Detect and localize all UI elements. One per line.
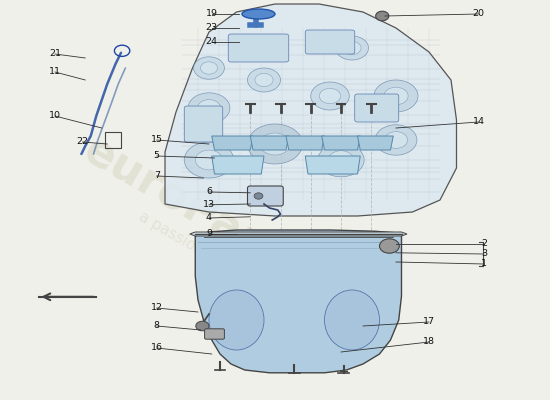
Circle shape	[248, 68, 280, 92]
Text: 21: 21	[49, 50, 61, 58]
Circle shape	[336, 36, 368, 60]
Text: 8: 8	[154, 322, 160, 330]
Text: 13: 13	[203, 200, 215, 209]
Circle shape	[248, 124, 302, 164]
Circle shape	[201, 62, 217, 74]
Circle shape	[184, 142, 234, 178]
Circle shape	[255, 73, 273, 87]
Circle shape	[375, 125, 417, 155]
Circle shape	[260, 133, 290, 155]
FancyBboxPatch shape	[184, 106, 223, 142]
Text: a passion since 1985: a passion since 1985	[136, 209, 282, 303]
Text: 7: 7	[154, 172, 160, 180]
Circle shape	[374, 80, 418, 112]
FancyBboxPatch shape	[305, 30, 355, 54]
Circle shape	[194, 57, 224, 79]
Circle shape	[320, 88, 340, 104]
Text: 9: 9	[206, 230, 212, 238]
Text: 11: 11	[49, 68, 61, 76]
Text: 10: 10	[49, 112, 61, 120]
Text: 20: 20	[472, 10, 485, 18]
Polygon shape	[286, 136, 324, 150]
Circle shape	[197, 100, 221, 116]
Polygon shape	[190, 232, 407, 236]
FancyBboxPatch shape	[228, 34, 289, 62]
Text: 23: 23	[206, 24, 218, 32]
Polygon shape	[195, 230, 402, 373]
Ellipse shape	[324, 290, 380, 350]
Polygon shape	[358, 136, 393, 150]
Text: 4: 4	[206, 214, 212, 222]
Circle shape	[311, 82, 349, 110]
Text: 22: 22	[76, 138, 89, 146]
Polygon shape	[165, 4, 456, 216]
Text: 24: 24	[206, 38, 218, 46]
Polygon shape	[250, 136, 289, 150]
Circle shape	[254, 193, 263, 199]
Text: 5: 5	[154, 152, 160, 160]
Circle shape	[318, 143, 364, 177]
Ellipse shape	[209, 290, 264, 350]
FancyBboxPatch shape	[205, 329, 224, 339]
Text: 12: 12	[151, 304, 163, 312]
Circle shape	[343, 41, 361, 55]
Polygon shape	[212, 136, 253, 150]
Text: 16: 16	[151, 344, 163, 352]
FancyBboxPatch shape	[355, 94, 399, 122]
Circle shape	[195, 150, 223, 170]
Text: euroParts: euroParts	[75, 128, 310, 288]
FancyBboxPatch shape	[248, 186, 283, 206]
Text: 2: 2	[481, 240, 487, 248]
Circle shape	[379, 239, 399, 253]
Circle shape	[188, 93, 230, 123]
Text: 18: 18	[423, 338, 435, 346]
Circle shape	[384, 132, 408, 148]
Polygon shape	[322, 136, 360, 150]
Circle shape	[376, 11, 389, 21]
Text: 6: 6	[206, 188, 212, 196]
Text: 19: 19	[206, 10, 218, 18]
Text: 1: 1	[481, 260, 487, 268]
Text: 3: 3	[481, 250, 487, 258]
Circle shape	[328, 151, 354, 169]
Circle shape	[196, 321, 209, 331]
Polygon shape	[305, 156, 360, 174]
Ellipse shape	[242, 9, 275, 19]
Polygon shape	[212, 156, 264, 174]
Text: 17: 17	[423, 318, 435, 326]
Text: 15: 15	[151, 136, 163, 144]
Text: 14: 14	[472, 118, 485, 126]
Circle shape	[384, 87, 408, 105]
